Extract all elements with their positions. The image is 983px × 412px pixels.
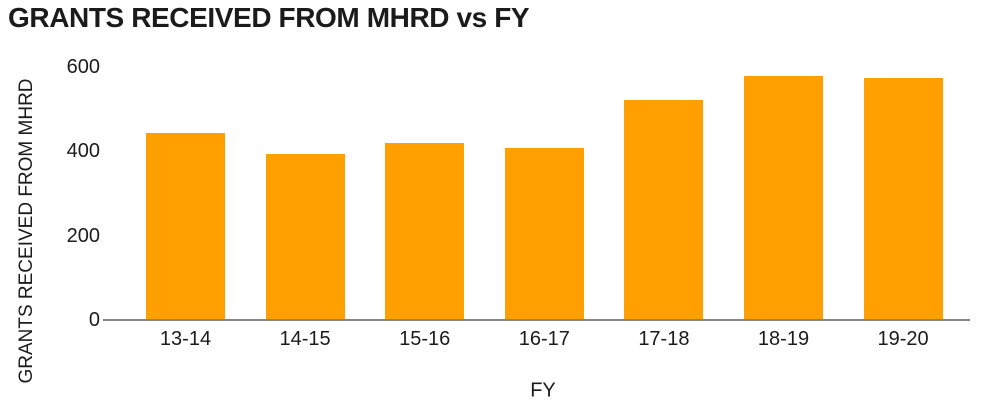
bar [504,148,584,319]
x-axis-title: FY [530,379,556,402]
chart-title: GRANTS RECEIVED FROM MHRD vs FY [8,2,530,33]
x-tick-label: 16-17 [518,328,570,350]
x-axis-line [103,319,970,321]
x-tick-label: 18-19 [757,328,810,350]
y-tick-label: 200 [66,224,100,247]
bar [624,99,704,319]
x-tick-label: 17-18 [638,328,690,350]
x-tick-label: 15-16 [399,328,451,350]
bar [146,133,225,319]
bar [385,142,465,319]
bar [744,76,823,319]
y-tick-label: 600 [66,55,100,78]
y-tick-label: 0 [88,309,100,331]
bar [863,78,943,319]
bar [265,154,345,319]
x-tick-label: 19-20 [877,328,929,350]
x-tick-label: 13-14 [159,328,212,350]
y-tick-label: 400 [66,140,100,163]
x-tick-label: 14-15 [279,328,331,350]
